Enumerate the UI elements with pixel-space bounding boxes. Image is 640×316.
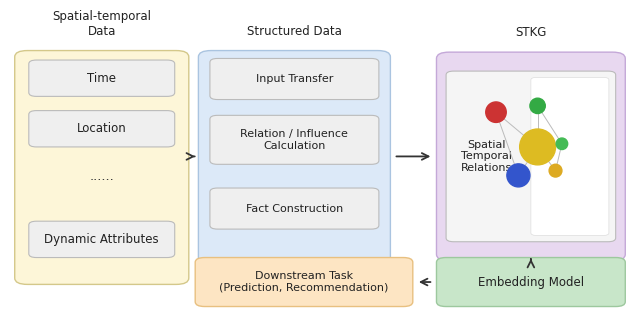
Text: Dynamic Attributes: Dynamic Attributes [44, 233, 159, 246]
FancyBboxPatch shape [436, 52, 625, 261]
FancyBboxPatch shape [436, 258, 625, 307]
FancyBboxPatch shape [446, 71, 616, 242]
FancyBboxPatch shape [198, 51, 390, 284]
Text: Input Transfer: Input Transfer [256, 74, 333, 84]
FancyBboxPatch shape [531, 77, 609, 235]
FancyBboxPatch shape [29, 111, 175, 147]
FancyBboxPatch shape [195, 258, 413, 307]
Text: Spatial
Temporal
Relations: Spatial Temporal Relations [461, 140, 512, 173]
Text: Fact Construction: Fact Construction [246, 204, 343, 214]
Text: Time: Time [87, 72, 116, 85]
Text: Structured Data: Structured Data [247, 25, 342, 38]
FancyBboxPatch shape [29, 60, 175, 96]
FancyBboxPatch shape [29, 221, 175, 258]
Text: ......: ...... [90, 170, 114, 183]
FancyBboxPatch shape [210, 58, 379, 100]
Ellipse shape [486, 102, 506, 122]
Ellipse shape [549, 164, 562, 177]
Text: Spatial-temporal
Data: Spatial-temporal Data [52, 10, 151, 38]
Text: Downstream Task
(Prediction, Recommendation): Downstream Task (Prediction, Recommendat… [220, 271, 388, 293]
Text: Embedding Model: Embedding Model [478, 276, 584, 289]
Text: STKG: STKG [515, 27, 547, 40]
Text: Relation / Influence
Calculation: Relation / Influence Calculation [241, 129, 348, 151]
Ellipse shape [507, 164, 530, 187]
FancyBboxPatch shape [210, 115, 379, 164]
FancyBboxPatch shape [15, 51, 189, 284]
Text: Location: Location [77, 122, 127, 135]
Ellipse shape [530, 98, 545, 113]
Ellipse shape [520, 129, 556, 165]
FancyBboxPatch shape [210, 188, 379, 229]
Ellipse shape [556, 138, 568, 149]
